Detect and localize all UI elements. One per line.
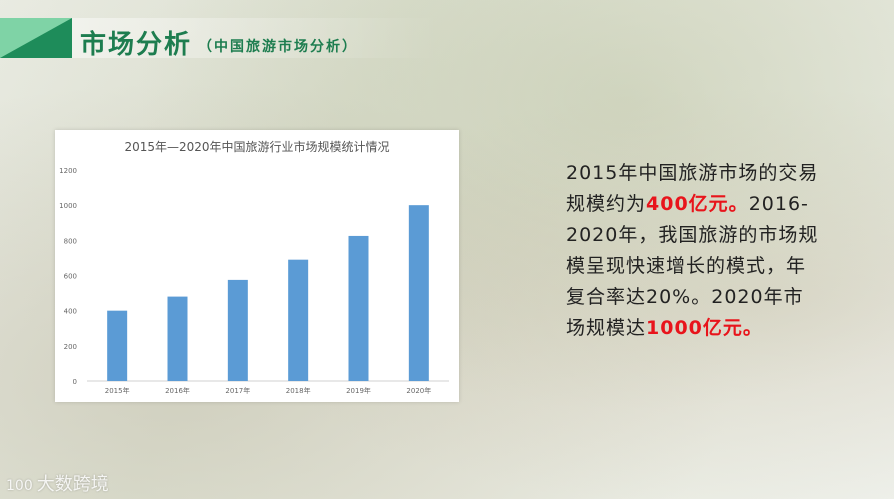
chart-canvas: 0 200 400 600 800 1000 1200 2015年 2016年 2017年 2018… (59, 167, 449, 395)
bar-1 (167, 296, 188, 381)
bar-0 (107, 310, 128, 381)
x-tick-label: 2020年 (406, 386, 431, 395)
description-highlight-2: 1000亿元。 (646, 317, 763, 339)
y-tick-label: 400 (64, 308, 77, 316)
x-tick-label: 2017年 (225, 386, 250, 395)
description-text: 2015年中国旅游市场的交易规模约为400亿元。2016-2020年，我国旅游的… (566, 158, 821, 344)
description-part1: 2015年中国旅游市场的交易规模约为 (566, 162, 819, 215)
watermark-text: 大数跨境 (36, 474, 109, 495)
x-tick-label: 2019年 (346, 386, 371, 395)
y-tick-label: 800 (64, 237, 77, 245)
x-tick-label: 2016年 (165, 386, 190, 395)
y-tick-label: 1200 (59, 167, 77, 175)
bar-chart: 2015年—2020年中国旅游行业市场规模统计情况 0 200 400 600 800 1… (55, 130, 459, 402)
bar-4 (348, 235, 369, 381)
y-tick-label: 200 (64, 343, 77, 351)
watermark: 100 大数跨境 (6, 470, 109, 496)
page-subtitle: （中国旅游市场分析） (198, 39, 358, 55)
bar-3 (288, 259, 309, 381)
bar-5 (408, 205, 429, 381)
bar-2 (227, 279, 248, 381)
y-tick-label: 600 (64, 273, 77, 281)
title-bar (0, 18, 440, 58)
watermark-logo-icon: 100 (6, 478, 33, 494)
description-part2: 2016-2020年，我国旅游的市场规模呈现快速增长的模式，年复合率达20%。2… (566, 193, 819, 339)
description-highlight-1: 400亿元。 (646, 193, 749, 215)
chart-title: 2015年—2020年中国旅游行业市场规模统计情况 (124, 140, 390, 154)
x-tick-label: 2018年 (286, 386, 311, 395)
y-tick-label: 1000 (59, 202, 77, 210)
title-accent-wedge (0, 18, 72, 58)
page-title: 市场分析 (80, 30, 193, 60)
y-tick-label: 0 (73, 378, 77, 386)
x-tick-label: 2015年 (105, 386, 130, 395)
